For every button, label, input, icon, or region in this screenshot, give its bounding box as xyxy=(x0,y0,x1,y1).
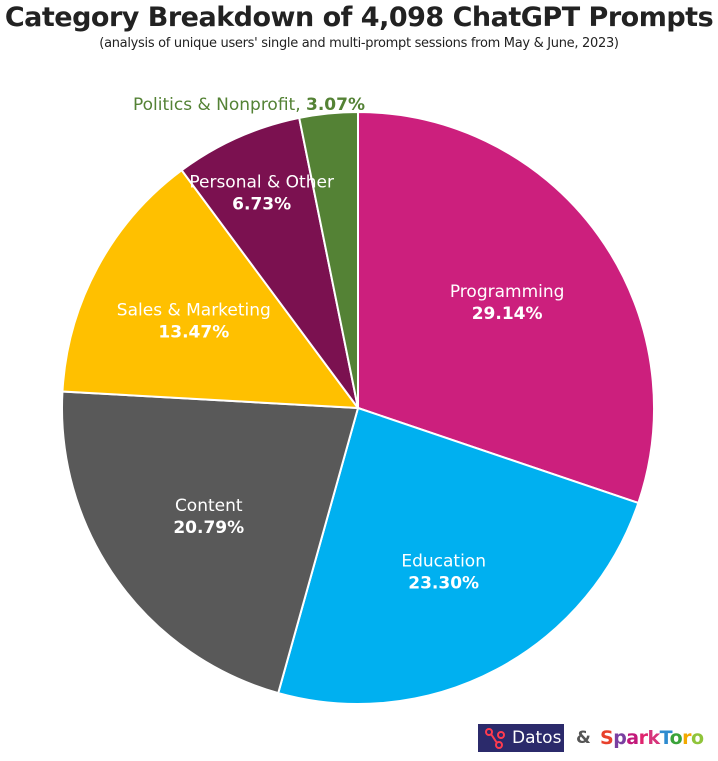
slice-value: 20.79% xyxy=(173,518,244,538)
slice-category: Politics & Nonprofit, xyxy=(133,95,306,115)
chart-subtitle: (analysis of unique users' single and mu… xyxy=(99,36,619,51)
slice-value: 13.47% xyxy=(158,323,229,343)
chart-title: Category Breakdown of 4,098 ChatGPT Prom… xyxy=(4,2,714,33)
slice-value: 23.30% xyxy=(408,573,479,593)
datos-logo-text: Datos xyxy=(512,728,562,748)
slice-label: Personal & Other 6.73% xyxy=(189,173,334,215)
slice-label: Content 20.79% xyxy=(173,496,244,538)
slice-value: 6.73% xyxy=(232,195,291,215)
slice-category: Programming xyxy=(450,282,565,302)
slice-label: Sales & Marketing 13.47% xyxy=(117,301,271,343)
slice-label: Programming 29.14% xyxy=(450,282,565,324)
pie-slice-personal-other xyxy=(180,116,359,409)
slice-label: Politics & Nonprofit, 3.07% xyxy=(133,95,365,115)
slice-label: Education 23.30% xyxy=(401,551,486,593)
slice-category: Sales & Marketing xyxy=(117,301,271,321)
datos-network-icon xyxy=(485,728,505,749)
datos-logo: Datos xyxy=(478,724,564,752)
ampersand: & xyxy=(576,728,591,748)
slice-category: Personal & Other xyxy=(189,173,334,193)
pie-slice-programming xyxy=(357,110,655,505)
slice-category: Content xyxy=(175,496,243,516)
slice-value: 29.14% xyxy=(472,304,543,324)
sparktoro-logo: SparkToro xyxy=(600,727,704,749)
pie-slice-education xyxy=(277,406,640,705)
pie-slice-sales-marketing xyxy=(61,168,361,410)
slice-category: Education xyxy=(401,551,486,571)
slice-value: 3.07% xyxy=(306,95,365,115)
pie-slice-content xyxy=(61,390,360,695)
pie-slice-politics-nonprofit xyxy=(298,110,359,409)
